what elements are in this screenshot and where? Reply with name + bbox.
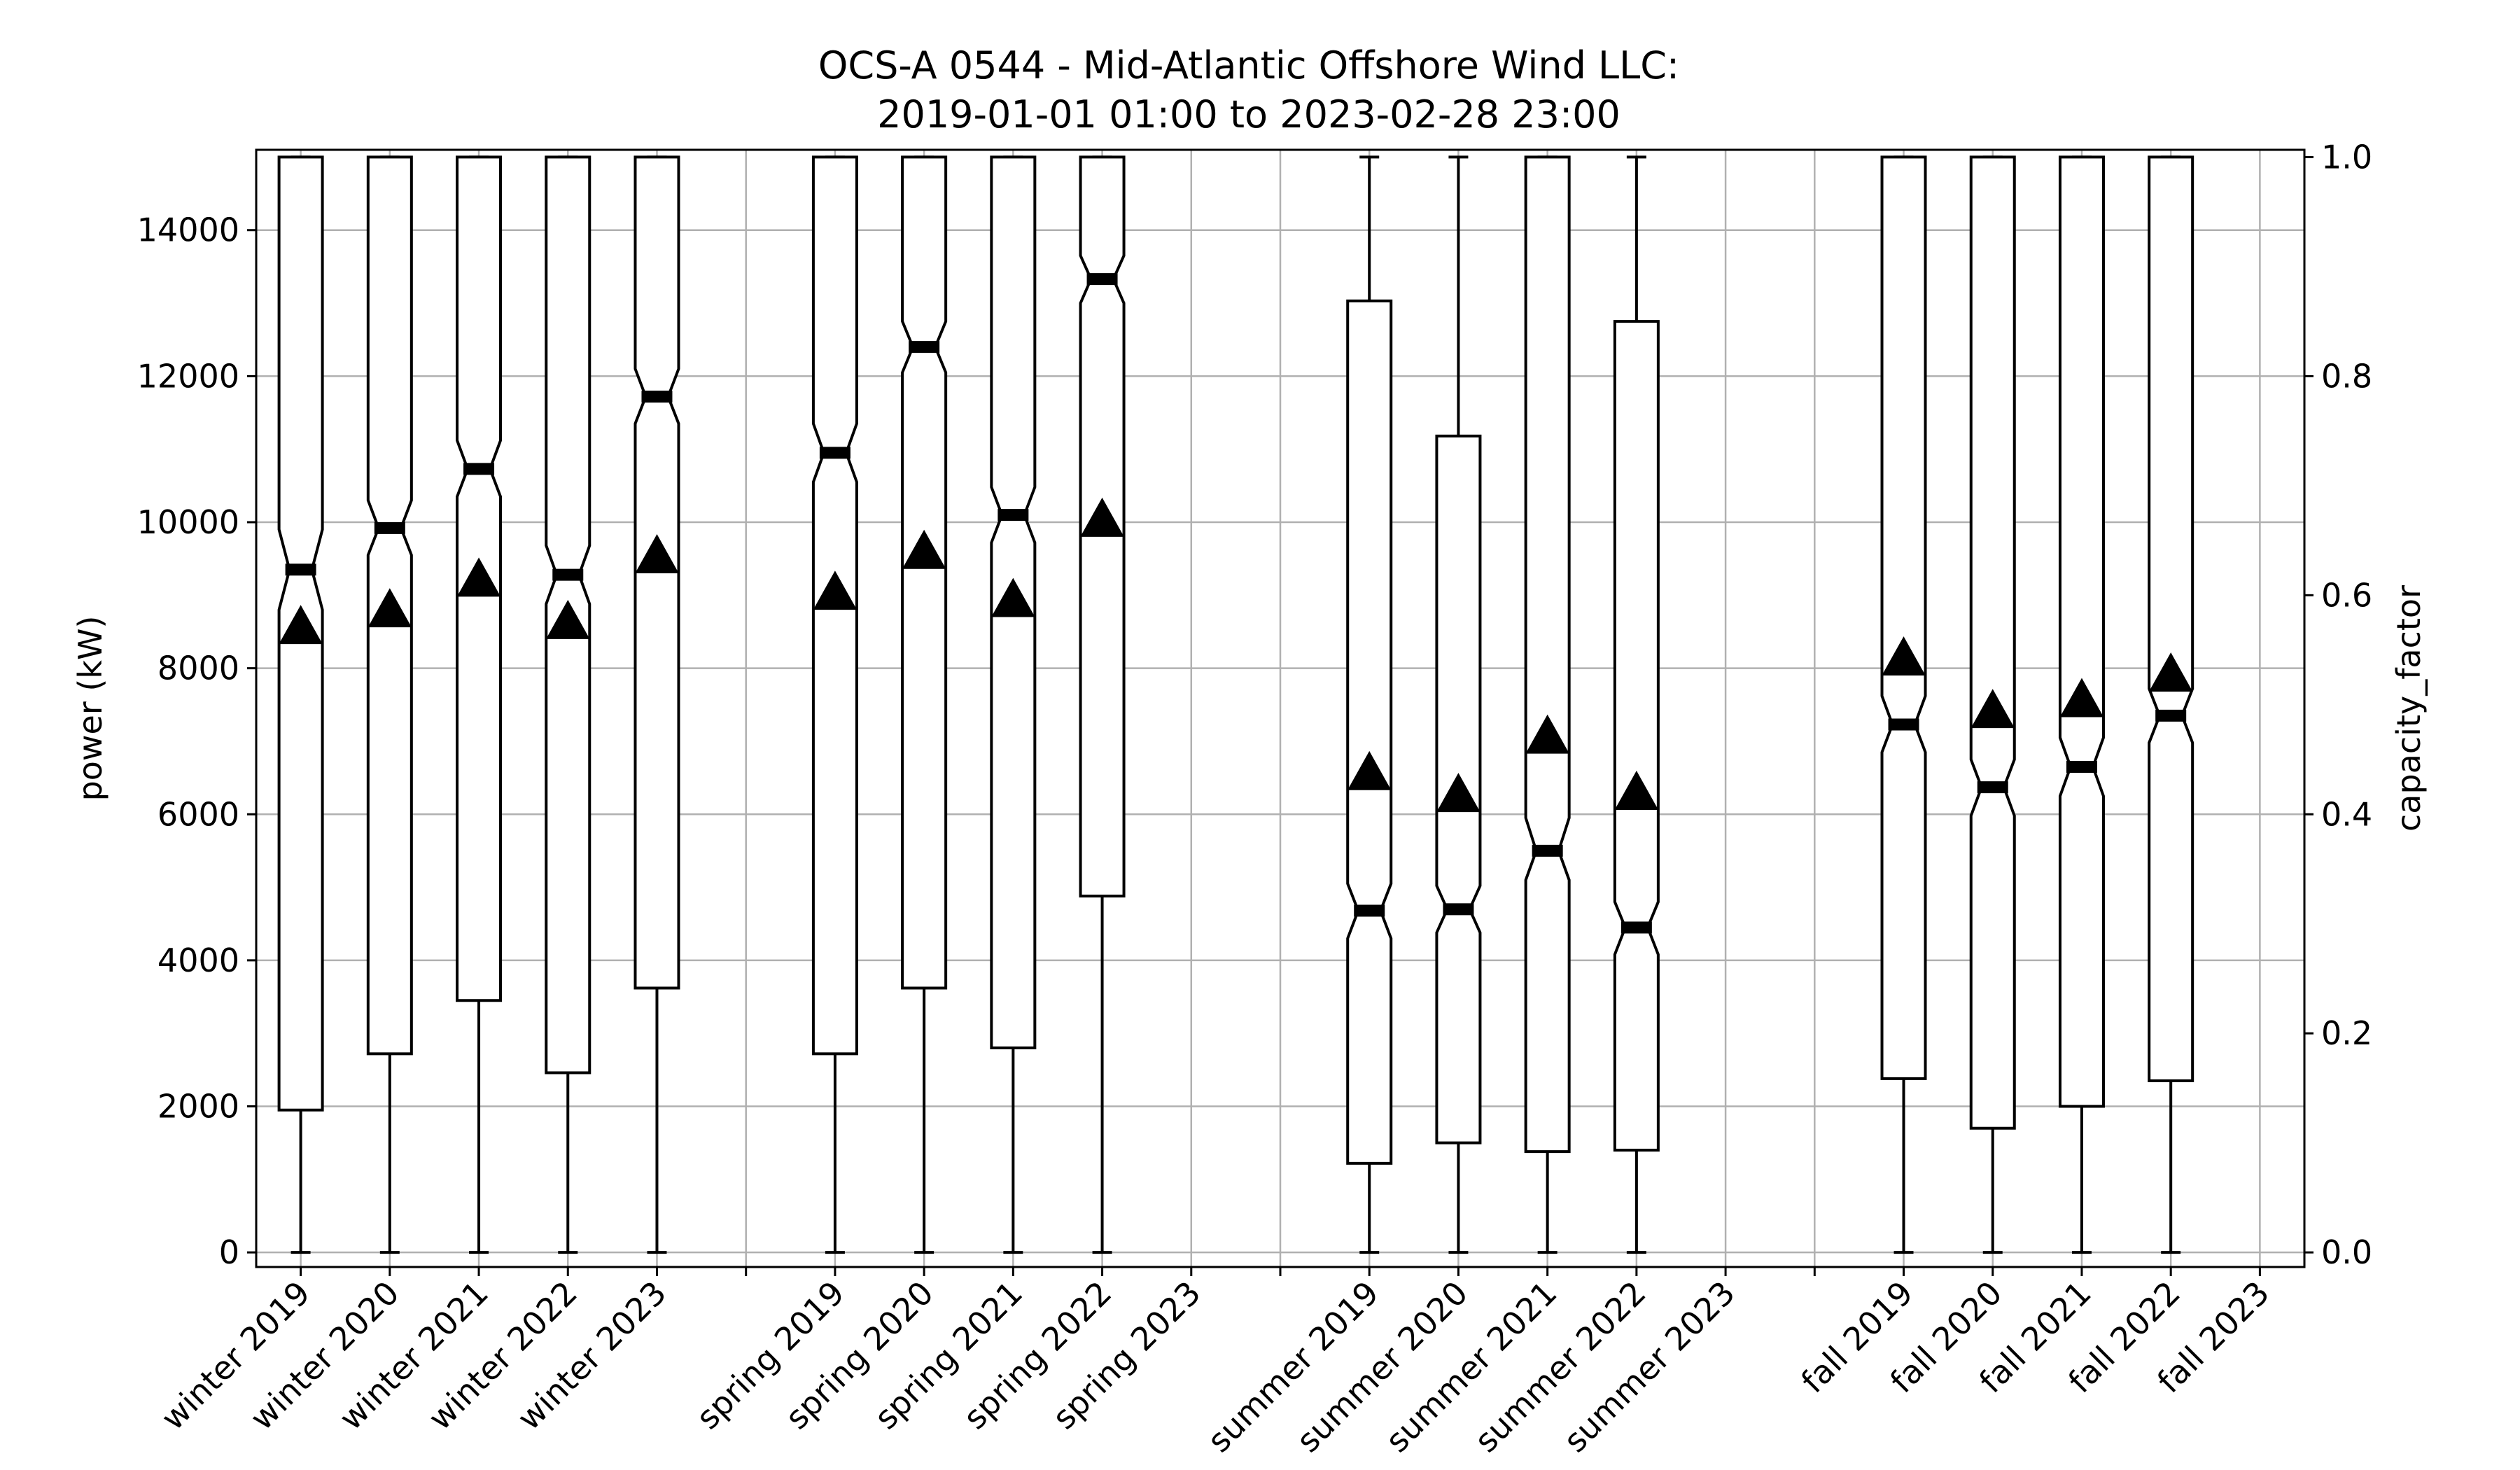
box-group (277, 155, 324, 1254)
box-body (2058, 155, 2105, 1108)
box-group (1435, 155, 1482, 1254)
chart-title: OCS-A 0544 - Mid-Atlantic Offshore Wind … (818, 43, 1679, 88)
y2-tick-label: 0.2 (2321, 1014, 2372, 1052)
box-group (1880, 155, 1927, 1254)
mean-marker (991, 578, 1035, 617)
mean-marker (2059, 678, 2104, 718)
box-group (456, 155, 503, 1254)
y2-tick-label: 0.6 (2321, 576, 2372, 614)
y-tick-label: 14000 (137, 211, 239, 249)
box-body (1969, 155, 2016, 1130)
mean-marker (1882, 636, 1926, 676)
box-group (990, 155, 1037, 1254)
mean-marker (2148, 652, 2193, 692)
right-y-axis: 0.0 0.2 0.4 0.6 0.8 1.0 (2304, 138, 2372, 1271)
y-tick-label: 2000 (158, 1088, 239, 1126)
y-tick-label: 4000 (158, 941, 239, 979)
y-tick-label: 10000 (137, 503, 239, 541)
box-group (901, 155, 948, 1254)
mean-marker (368, 588, 412, 628)
y-tick-label: 12000 (137, 357, 239, 395)
box-group (2148, 155, 2194, 1254)
box-body (1880, 155, 1927, 1080)
box-group (1613, 155, 1660, 1254)
y-axis-label: power (kW) (71, 616, 109, 802)
y-tick-label: 0 (219, 1233, 239, 1271)
box-group (2058, 155, 2105, 1254)
y2-tick-label: 1.0 (2321, 138, 2372, 176)
box-body (2148, 155, 2194, 1082)
y-tick-label: 6000 (158, 795, 239, 833)
mean-marker (813, 570, 858, 610)
mean-marker (1970, 689, 2015, 729)
box-body (1346, 299, 1393, 1165)
y2-tick-label: 0.0 (2321, 1233, 2372, 1271)
box-body (1613, 320, 1660, 1152)
box-group (1346, 155, 1393, 1254)
mean-marker (1614, 771, 1659, 810)
box-body (1524, 155, 1571, 1154)
chart-subtitle: 2019-01-01 01:00 to 2023-02-28 23:00 (877, 92, 1620, 136)
box-group (545, 155, 592, 1254)
mean-marker (1525, 714, 1569, 754)
box-group (366, 155, 413, 1254)
mean-marker (635, 534, 679, 573)
mean-marker (546, 599, 590, 639)
mean-marker (456, 557, 501, 597)
chart-title-group: OCS-A 0544 - Mid-Atlantic Offshore Wind … (818, 43, 1679, 136)
box-group (1079, 155, 1126, 1254)
y2-tick-label: 0.8 (2321, 357, 2372, 395)
box-group (634, 155, 680, 1254)
mean-marker (1436, 773, 1480, 813)
mean-marker (279, 605, 323, 645)
box-group (1969, 155, 2016, 1254)
y2-tick-label: 0.4 (2321, 795, 2372, 833)
box-series (277, 155, 2194, 1254)
mean-marker (902, 529, 946, 569)
y2-axis-label: capacity_factor (2390, 585, 2428, 832)
box-body (901, 155, 948, 990)
y-tick-label: 8000 (158, 650, 239, 687)
mean-marker (1080, 497, 1124, 537)
left-y-axis: 0 2000 4000 6000 8000 10000 12000 14000 (137, 211, 256, 1271)
box-group (811, 155, 858, 1254)
mean-marker (1347, 750, 1392, 790)
box-group (1524, 155, 1571, 1254)
